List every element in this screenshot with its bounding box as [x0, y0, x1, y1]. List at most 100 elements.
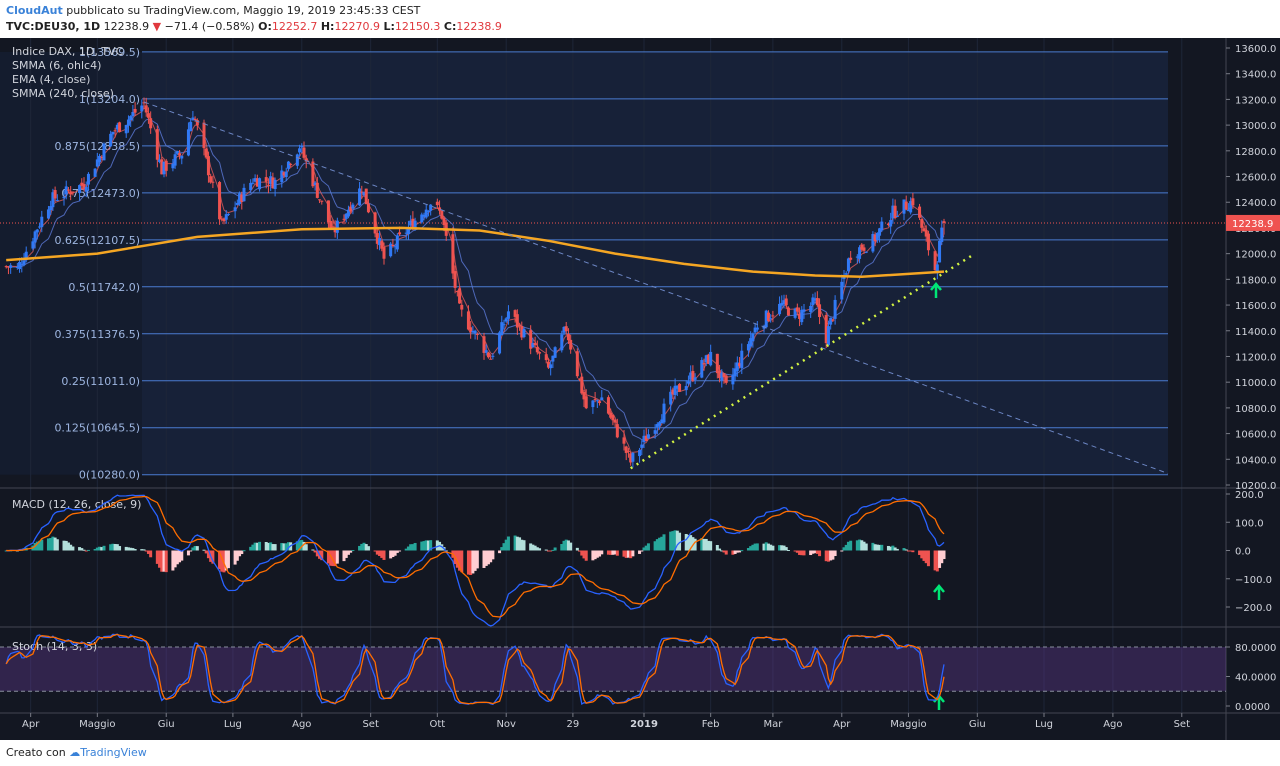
macd-histogram-bar: [211, 550, 215, 564]
chart-svg[interactable]: 1(13569.5) 1(13204.0) 0.875(12838.5) 0.75(1…: [0, 38, 1280, 740]
macd-histogram-bar: [269, 542, 273, 551]
candle-body: [878, 228, 882, 236]
macd-axis-label: −100.0: [1235, 575, 1272, 586]
candle-body: [733, 368, 737, 377]
macd-histogram-bar: [264, 542, 268, 551]
candle-body: [864, 251, 868, 253]
candle-body: [600, 397, 604, 401]
macd-histogram-bar: [311, 549, 315, 551]
macd-histogram-bar: [580, 550, 584, 556]
candle-body: [220, 218, 224, 220]
time-axis-label: Set: [362, 719, 379, 730]
macd-histogram-bar: [551, 549, 555, 551]
candle-body: [375, 233, 379, 244]
candle-body: [858, 247, 862, 259]
candle-body: [504, 318, 508, 322]
macd-histogram-bar: [831, 550, 835, 560]
macd-histogram-bar: [66, 542, 70, 551]
candle-body: [553, 347, 557, 358]
candle-body: [435, 201, 439, 206]
macd-histogram-bar: [484, 550, 488, 566]
macd-histogram-bar: [280, 543, 284, 551]
macd-histogram-bar: [191, 547, 195, 551]
macd-histogram-bar: [669, 531, 673, 551]
candle-body: [409, 220, 413, 226]
candle-body: [549, 364, 553, 369]
candle-body: [300, 145, 304, 148]
candle-body: [771, 315, 775, 317]
macd-histogram-bar: [193, 545, 197, 551]
author-name[interactable]: CloudAut: [6, 4, 63, 17]
legend-ema4: EMA (4, close): [12, 73, 90, 86]
candle-body: [813, 298, 817, 301]
candle-body: [531, 342, 535, 348]
macd-histogram-bar: [780, 545, 784, 551]
candle-body: [753, 327, 757, 333]
candle-body: [653, 430, 657, 434]
candle-body: [451, 234, 455, 274]
macd-histogram-bar: [613, 550, 617, 555]
footer-brand[interactable]: TradingView: [80, 746, 147, 759]
macd-histogram-bar: [660, 536, 664, 551]
macd-histogram-bar: [180, 550, 184, 561]
candle-body: [529, 330, 533, 349]
macd-histogram-bar: [691, 537, 695, 551]
macd-histogram-bar: [491, 550, 495, 560]
time-axis-label: Mar: [763, 719, 783, 730]
candle-body: [173, 154, 177, 166]
candle-body: [500, 322, 504, 336]
candle-body: [709, 351, 713, 366]
candle-body: [535, 347, 539, 353]
candle-body: [31, 241, 35, 249]
candle-body: [251, 182, 255, 184]
candle-body: [533, 342, 537, 346]
candle-body: [466, 311, 470, 330]
macd-histogram-bar: [564, 539, 568, 551]
candle-body: [222, 218, 226, 222]
macd-histogram-bar: [793, 550, 797, 552]
price-axis-label: 10600.0: [1235, 430, 1276, 441]
macd-histogram-bar: [411, 544, 415, 551]
candle-body: [80, 182, 84, 186]
candle-body: [109, 133, 113, 147]
candle-body: [520, 326, 524, 338]
candle-body: [211, 181, 215, 183]
macd-histogram-bar: [771, 545, 775, 551]
macd-histogram-bar: [575, 547, 579, 551]
candle-body: [202, 122, 206, 149]
candle-body: [289, 163, 293, 165]
candle-body: [320, 200, 324, 202]
chart-area[interactable]: 1(13569.5) 1(13204.0) 0.875(12838.5) 0.75(1…: [0, 38, 1280, 740]
macd-histogram-bar: [924, 550, 928, 564]
macd-histogram-bar: [782, 545, 786, 551]
candle-body: [671, 389, 675, 395]
macd-histogram-bar: [646, 543, 650, 551]
candle-body: [186, 129, 190, 156]
macd-histogram-bar: [113, 544, 117, 551]
macd-histogram-bar: [693, 538, 697, 551]
candle-body: [624, 446, 628, 453]
candle-body: [704, 355, 708, 363]
candle-body: [126, 119, 130, 126]
macd-histogram-bar: [926, 550, 930, 567]
macd-histogram-bar: [502, 543, 506, 551]
macd-histogram-bar: [753, 543, 757, 551]
macd-histogram-bar: [329, 550, 333, 566]
candle-body: [469, 327, 473, 333]
macd-histogram-bar: [595, 550, 599, 558]
tradingview-logo-icon[interactable]: ☁: [69, 746, 81, 759]
macd-histogram-bar: [778, 545, 782, 551]
macd-histogram-bar: [606, 550, 610, 555]
macd-histogram-bar: [142, 549, 146, 551]
macd-histogram-bar: [658, 537, 662, 551]
macd-histogram-bar: [500, 547, 504, 551]
candle-body: [426, 210, 430, 212]
candle-body: [358, 188, 362, 206]
macd-histogram-bar: [920, 550, 924, 559]
macd-histogram-bar: [733, 550, 737, 554]
fib-level-label: 0.25(11011.0): [61, 375, 140, 388]
time-axis-label: Maggio: [890, 719, 926, 730]
macd-histogram-bar: [902, 548, 906, 551]
candle-body: [909, 201, 913, 213]
macd-histogram-bar: [518, 537, 522, 551]
